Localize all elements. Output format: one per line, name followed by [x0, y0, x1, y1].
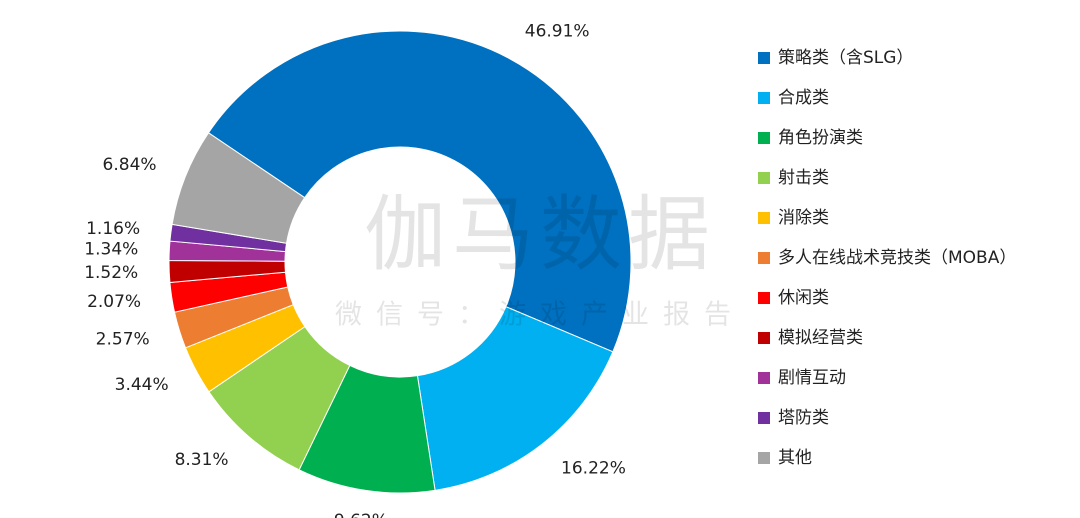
slice	[171, 132, 306, 244]
value-label: 3.44%	[115, 375, 169, 395]
legend-swatch	[758, 452, 770, 464]
slice	[207, 30, 632, 353]
legend-swatch	[758, 292, 770, 304]
legend-label: 角色扮演类	[778, 128, 863, 148]
legend-swatch	[758, 332, 770, 344]
value-label: 6.84%	[103, 155, 157, 175]
value-label: 2.57%	[96, 329, 150, 349]
value-label: 1.16%	[86, 219, 140, 239]
value-label: 46.91%	[525, 22, 590, 42]
value-label: 16.22%	[561, 459, 626, 479]
watermark-subtitle: 微信号：游戏产业报告	[335, 300, 745, 331]
legend-label: 其他	[778, 448, 812, 468]
legend-label: 剧情互动	[778, 368, 846, 388]
legend-swatch	[758, 92, 770, 104]
legend-label: 模拟经营类	[778, 328, 863, 348]
legend-swatch	[758, 212, 770, 224]
donut	[168, 30, 632, 494]
legend-label: 射击类	[778, 168, 829, 188]
value-label: 2.07%	[87, 292, 141, 312]
legend-swatch	[758, 52, 770, 64]
legend-label: 消除类	[778, 208, 829, 228]
legend-swatch	[758, 252, 770, 264]
legend-label: 塔防类	[778, 408, 829, 428]
legend-swatch	[758, 132, 770, 144]
legend-swatch	[758, 412, 770, 424]
watermark-title: 伽马数据	[364, 187, 716, 282]
value-label: 1.34%	[84, 239, 138, 259]
legend-label: 合成类	[778, 88, 829, 108]
value-label: 9.62%	[334, 511, 388, 518]
legend-label: 策略类（含SLG）	[778, 48, 913, 68]
legend-swatch	[758, 172, 770, 184]
legend-swatch	[758, 372, 770, 384]
slice	[416, 306, 614, 491]
legend-label: 多人在线战术竞技类（MOBA）	[778, 248, 1016, 268]
legend-label: 休闲类	[778, 288, 829, 308]
value-label: 1.52%	[84, 263, 138, 283]
value-label: 8.31%	[175, 450, 229, 470]
